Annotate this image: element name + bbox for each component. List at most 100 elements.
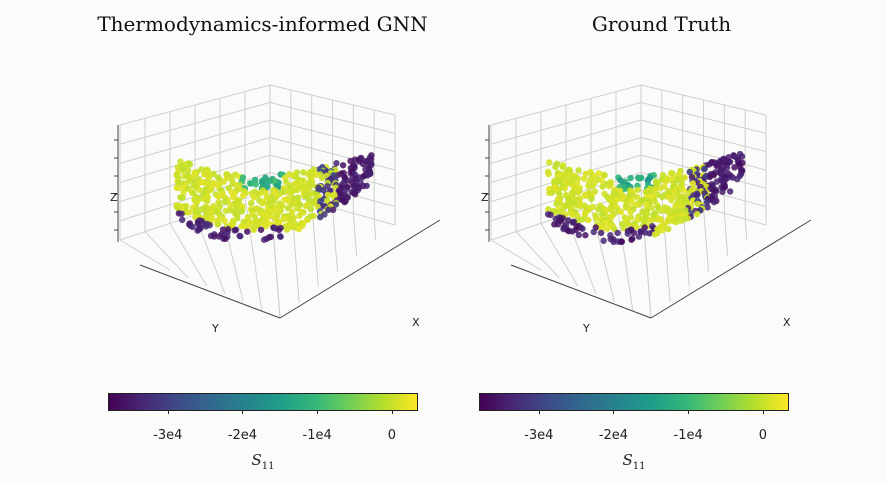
colorbar-tick-mark (317, 410, 319, 414)
colorbar-tick-label: -3e4 (153, 428, 183, 443)
scatter-point (703, 199, 711, 206)
scatter-point (627, 214, 635, 221)
scatter-point (221, 217, 228, 225)
grid-line (269, 84, 396, 116)
scatter-point (552, 163, 559, 171)
scatter-point (175, 184, 182, 192)
axis-label-y: Y (211, 322, 219, 335)
scatter-point (244, 228, 251, 235)
scatter-point (575, 167, 582, 174)
scatter-point (302, 193, 310, 200)
scatter-point (635, 233, 643, 240)
scatter-point (583, 192, 590, 200)
scatter-point (574, 189, 581, 196)
grid-line (515, 231, 560, 279)
scatter-point (283, 226, 291, 233)
colorbar-tick-mark (391, 410, 393, 414)
scatter-point (178, 210, 185, 218)
scatter-point (545, 206, 552, 213)
grid-line (119, 102, 271, 145)
colorbar-tick-label: -1e4 (673, 428, 703, 443)
scatter-point (250, 194, 258, 201)
scatter-point (610, 238, 617, 246)
scatter-point (204, 197, 211, 205)
scatter-point (283, 178, 290, 186)
colorbar-ticks: -3e4 -2e4 -1e4 0 (108, 410, 418, 443)
scatter-point (634, 186, 642, 194)
colorbar-tick-label: -3e4 (524, 428, 554, 443)
scatter-point (193, 199, 201, 206)
scatter-point (177, 194, 184, 201)
chart-title: Ground Truth (591, 12, 732, 36)
scatter-point (604, 225, 611, 232)
scatter-point (295, 225, 303, 233)
scatter-point (663, 193, 671, 200)
scatter-point (332, 201, 340, 208)
colorbar-tick-label: 0 (758, 428, 767, 443)
scatter-point (657, 207, 665, 215)
colorbar-tick-mark (538, 410, 540, 414)
scatter-point (263, 213, 271, 221)
scatter-point (185, 209, 193, 216)
scatter-point (252, 181, 259, 188)
scatter-point (582, 232, 589, 239)
colorbar-tick-mark (688, 410, 690, 414)
grid-line (269, 119, 396, 153)
scatter-point (719, 188, 726, 195)
scatter-point (656, 184, 664, 192)
colorbar-tick-mark (167, 410, 169, 414)
grid-line (490, 102, 642, 145)
scatter-point (689, 180, 697, 187)
scatter-point (701, 165, 708, 173)
scatter-point (329, 206, 337, 214)
scatter-point (561, 185, 568, 192)
scatter-point (659, 226, 666, 234)
colorbar-label: S11 (604, 451, 664, 472)
axis-label-z: Z (481, 191, 489, 204)
scatter-point (595, 205, 602, 213)
grid-line (119, 137, 271, 183)
grid-line (640, 119, 767, 153)
scatter-point (211, 233, 218, 240)
scatter-point (260, 236, 268, 243)
scatter-point (581, 210, 589, 218)
grid-line (540, 223, 579, 287)
scatter-point (598, 224, 606, 232)
scatter-point (239, 192, 247, 199)
scatter-point (231, 227, 238, 234)
scatter-point (574, 212, 581, 219)
y-axis-line (510, 264, 652, 319)
grid-line (640, 84, 767, 116)
scatter-point (222, 235, 229, 243)
scatter-point (314, 203, 321, 210)
scatter-point (600, 237, 607, 244)
scatter-point (333, 160, 340, 167)
grid-line (703, 207, 709, 272)
scatter-point (588, 195, 595, 203)
scatter-point (551, 221, 558, 228)
scatter-point (559, 163, 566, 171)
grid-line (144, 231, 189, 279)
colorbar-ticks: -3e4 -2e4 -1e4 0 (479, 410, 789, 443)
plot-3d-prediction: Z Y X (110, 84, 441, 335)
scatter-point (359, 160, 367, 168)
grid-line (744, 219, 748, 241)
scatter-point (706, 173, 713, 181)
scatter-point (635, 175, 643, 182)
scatter-point (184, 167, 192, 174)
axis-label-y: Y (582, 322, 590, 335)
x-axis-line (650, 219, 812, 319)
scatter-point (647, 216, 655, 224)
scatter-point (655, 216, 662, 223)
scatter-point (617, 238, 625, 246)
scatter-point (259, 199, 266, 207)
colorbar-tick-label: 0 (387, 428, 396, 443)
scatter-point (198, 205, 206, 213)
scatter-point (713, 162, 720, 170)
scatter-point (545, 170, 552, 178)
grid-line (615, 198, 634, 311)
grid-line (640, 102, 767, 134)
scatter-point (284, 204, 292, 212)
grid-line (590, 206, 615, 303)
scatter-point (189, 223, 196, 231)
